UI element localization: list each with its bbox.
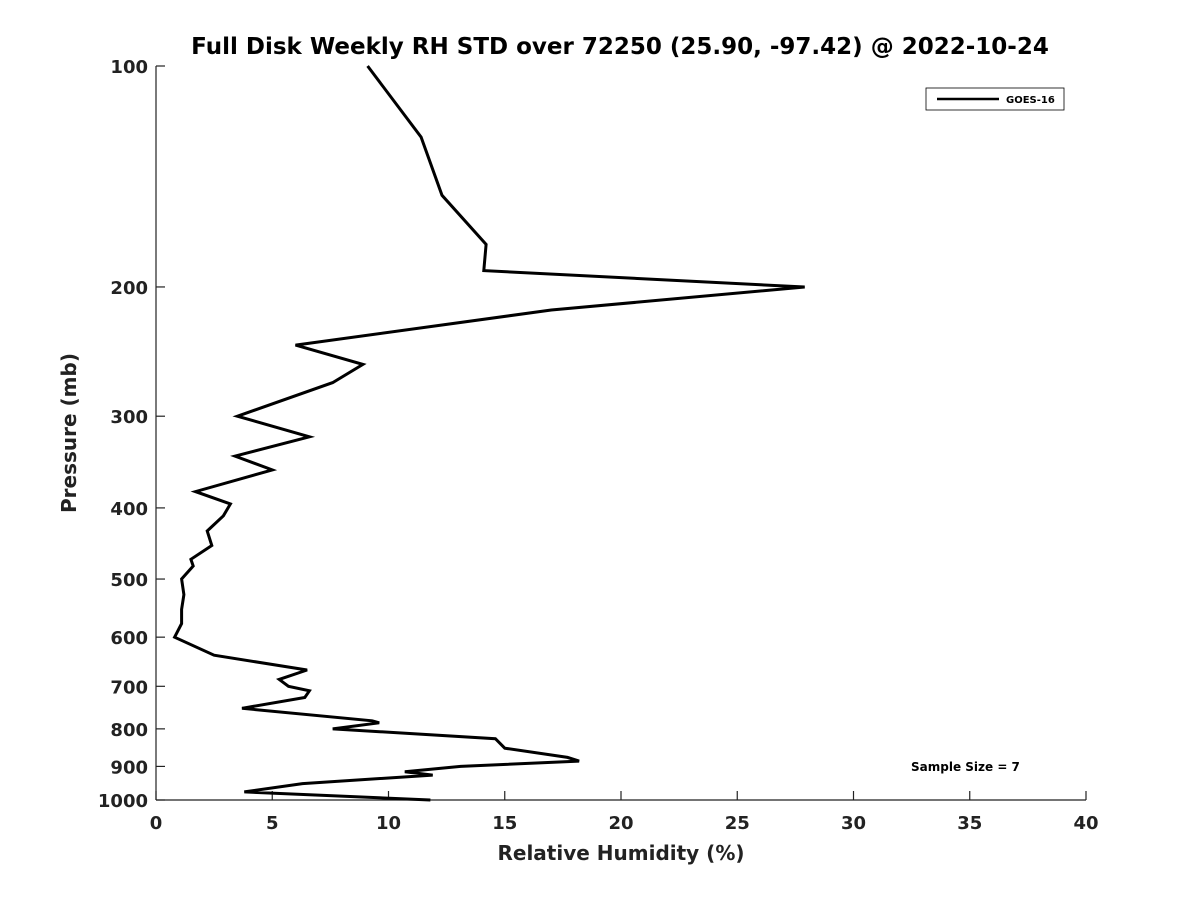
chart-title: Full Disk Weekly RH STD over 72250 (25.9…	[191, 34, 1049, 60]
x-axis-ticks: 0 5 10 15 20 25 30 35 40	[150, 791, 1099, 834]
x-tick-label: 15	[492, 813, 517, 834]
x-tick-label: 35	[957, 813, 982, 834]
y-tick-label: 900	[110, 757, 148, 778]
x-tick-label: 20	[608, 813, 633, 834]
y-axis-label: Pressure (mb)	[57, 353, 81, 513]
x-tick-label: 5	[266, 813, 279, 834]
y-tick-label: 400	[110, 499, 148, 520]
legend-label: GOES-16	[1006, 95, 1055, 106]
y-tick-label: 1000	[98, 791, 148, 812]
x-tick-label: 30	[841, 813, 866, 834]
y-tick-label: 100	[110, 57, 148, 78]
sample-size-annotation: Sample Size = 7	[911, 760, 1020, 774]
series-layer	[172, 65, 805, 802]
legend: GOES-16	[925, 87, 1065, 111]
x-tick-label: 40	[1073, 813, 1098, 834]
y-tick-label: 200	[110, 278, 148, 299]
x-tick-label: 0	[150, 813, 163, 834]
y-tick-label: 800	[110, 720, 148, 741]
y-tick-label: 300	[110, 407, 148, 428]
x-tick-label: 25	[725, 813, 750, 834]
x-axis-label: Relative Humidity (%)	[497, 841, 744, 865]
y-tick-label: 600	[110, 628, 148, 649]
y-axis-ticks: 100 200 300 400 500 600 700 800 900 1000	[98, 57, 165, 812]
y-tick-label: 500	[110, 570, 148, 591]
x-tick-label: 10	[376, 813, 401, 834]
y-tick-label: 700	[110, 677, 148, 698]
series-line-goes-16	[172, 65, 805, 802]
